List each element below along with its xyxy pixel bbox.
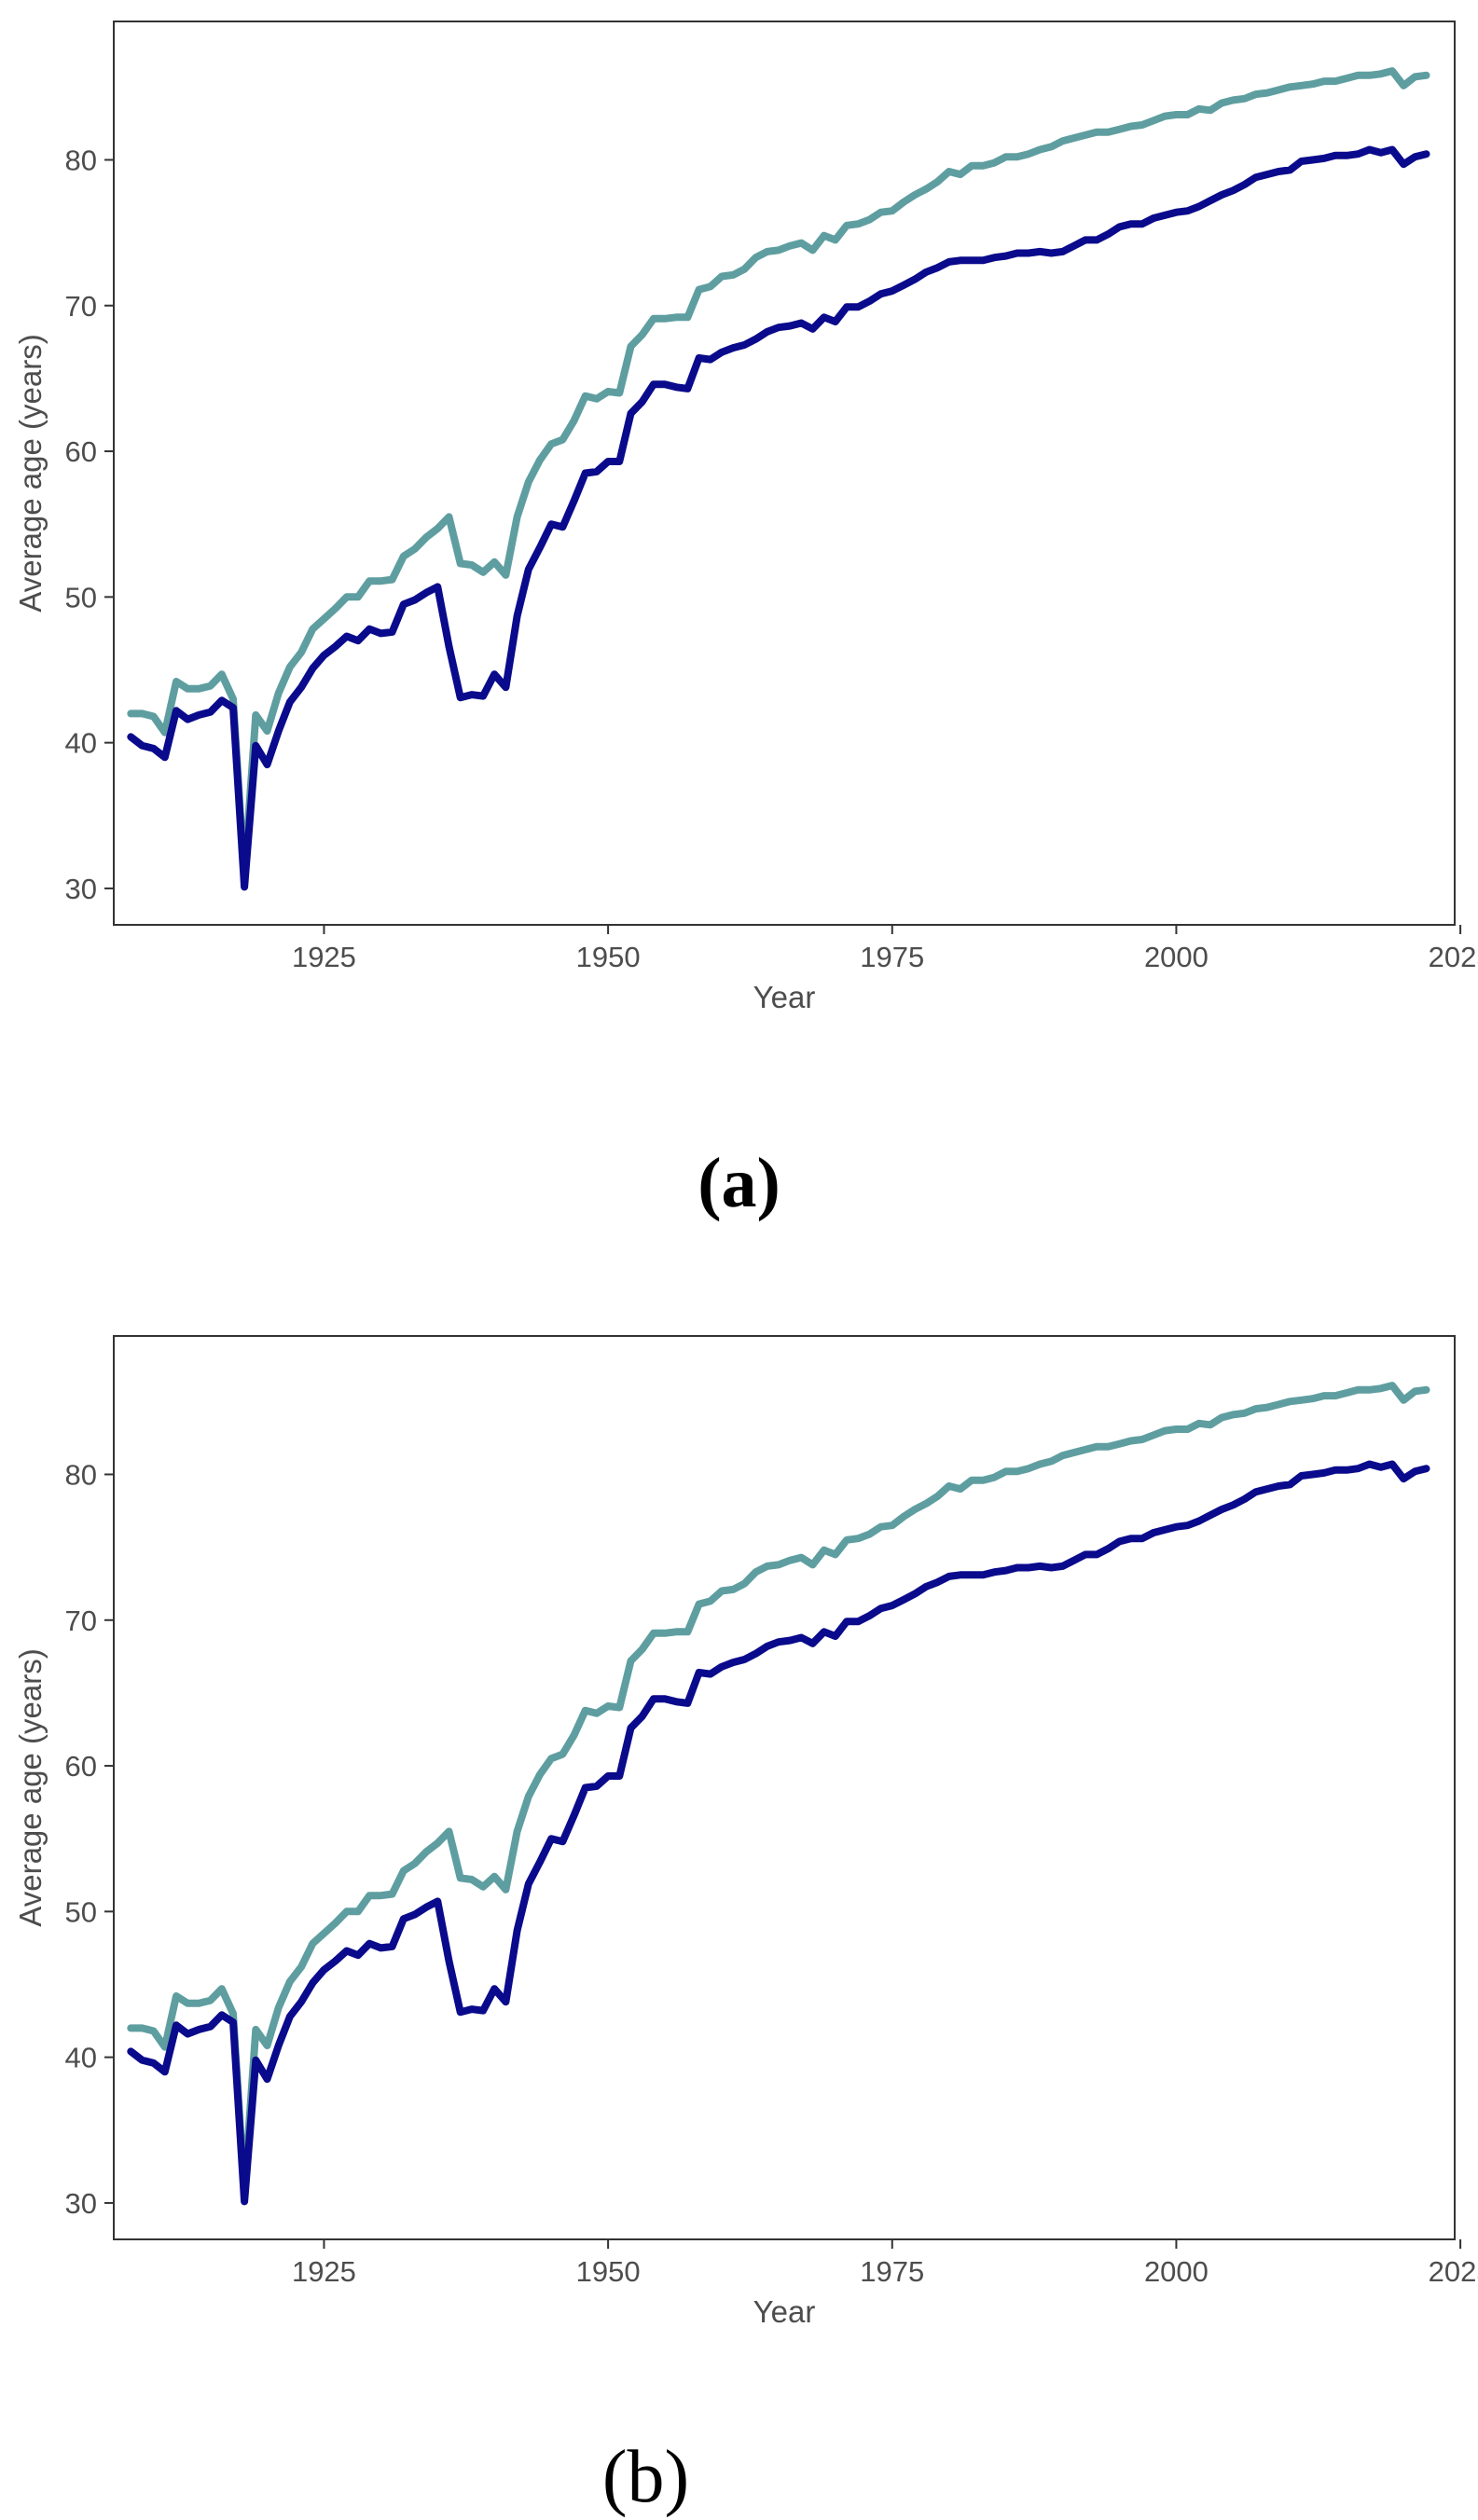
y-tick-label: 50 bbox=[65, 1895, 97, 1928]
x-tick-label: 1950 bbox=[576, 2255, 641, 2288]
x-axis-label: Year bbox=[753, 2294, 816, 2329]
series-line-light bbox=[127, 1382, 1430, 2196]
x-axis-label: Year bbox=[753, 980, 816, 1014]
y-tick-label: 60 bbox=[65, 435, 97, 468]
y-tick-label: 40 bbox=[65, 727, 97, 760]
chart-panel-a: 30 40 50 60 70 80 1925 1950 1975 2000 2025 Year Aver… bbox=[0, 0, 1478, 1053]
x-tick-label: 1925 bbox=[292, 941, 356, 973]
y-tick-label: 80 bbox=[65, 1458, 97, 1491]
x-tick-label: 2025 bbox=[1429, 2255, 1478, 2288]
plot-border bbox=[113, 21, 1456, 926]
chart-panel-b: 30 40 50 60 70 80 1925 1950 1975 2000 2025 Year Aver… bbox=[0, 1315, 1478, 2368]
plot-border bbox=[113, 1335, 1456, 2240]
x-tick-label: 2000 bbox=[1144, 941, 1209, 973]
series-line-dark bbox=[127, 145, 1430, 891]
caption-a: (a) bbox=[698, 1144, 780, 1222]
y-tick-label: 40 bbox=[65, 2042, 97, 2074]
line-chart-b: 30 40 50 60 70 80 1925 1950 1975 2000 2025 Year Aver… bbox=[13, 1335, 1478, 2329]
series-line-light bbox=[127, 67, 1430, 881]
x-tick-label: 1975 bbox=[860, 2255, 924, 2288]
y-tick-label: 80 bbox=[65, 144, 97, 176]
caption-b: (b) bbox=[601, 2436, 690, 2518]
y-tick-label: 70 bbox=[65, 1604, 97, 1637]
line-chart-a: 30 40 50 60 70 80 1925 1950 1975 2000 2025 Year Aver… bbox=[13, 21, 1478, 1014]
y-tick-label: 30 bbox=[65, 2187, 97, 2220]
x-tick-label: 1925 bbox=[292, 2255, 356, 2288]
y-tick-label: 30 bbox=[65, 873, 97, 905]
y-tick-label: 60 bbox=[65, 1750, 97, 1783]
y-axis-label: Average age (years) bbox=[13, 1648, 48, 1926]
x-tick-label: 1950 bbox=[576, 941, 641, 973]
y-tick-label: 50 bbox=[65, 581, 97, 613]
x-tick-label: 1975 bbox=[860, 941, 924, 973]
y-tick-label: 70 bbox=[65, 290, 97, 323]
x-tick-label: 2025 bbox=[1429, 941, 1478, 973]
series-line-dark bbox=[127, 1460, 1430, 2206]
x-tick-label: 2000 bbox=[1144, 2255, 1209, 2288]
y-axis-label: Average age (years) bbox=[13, 334, 48, 612]
